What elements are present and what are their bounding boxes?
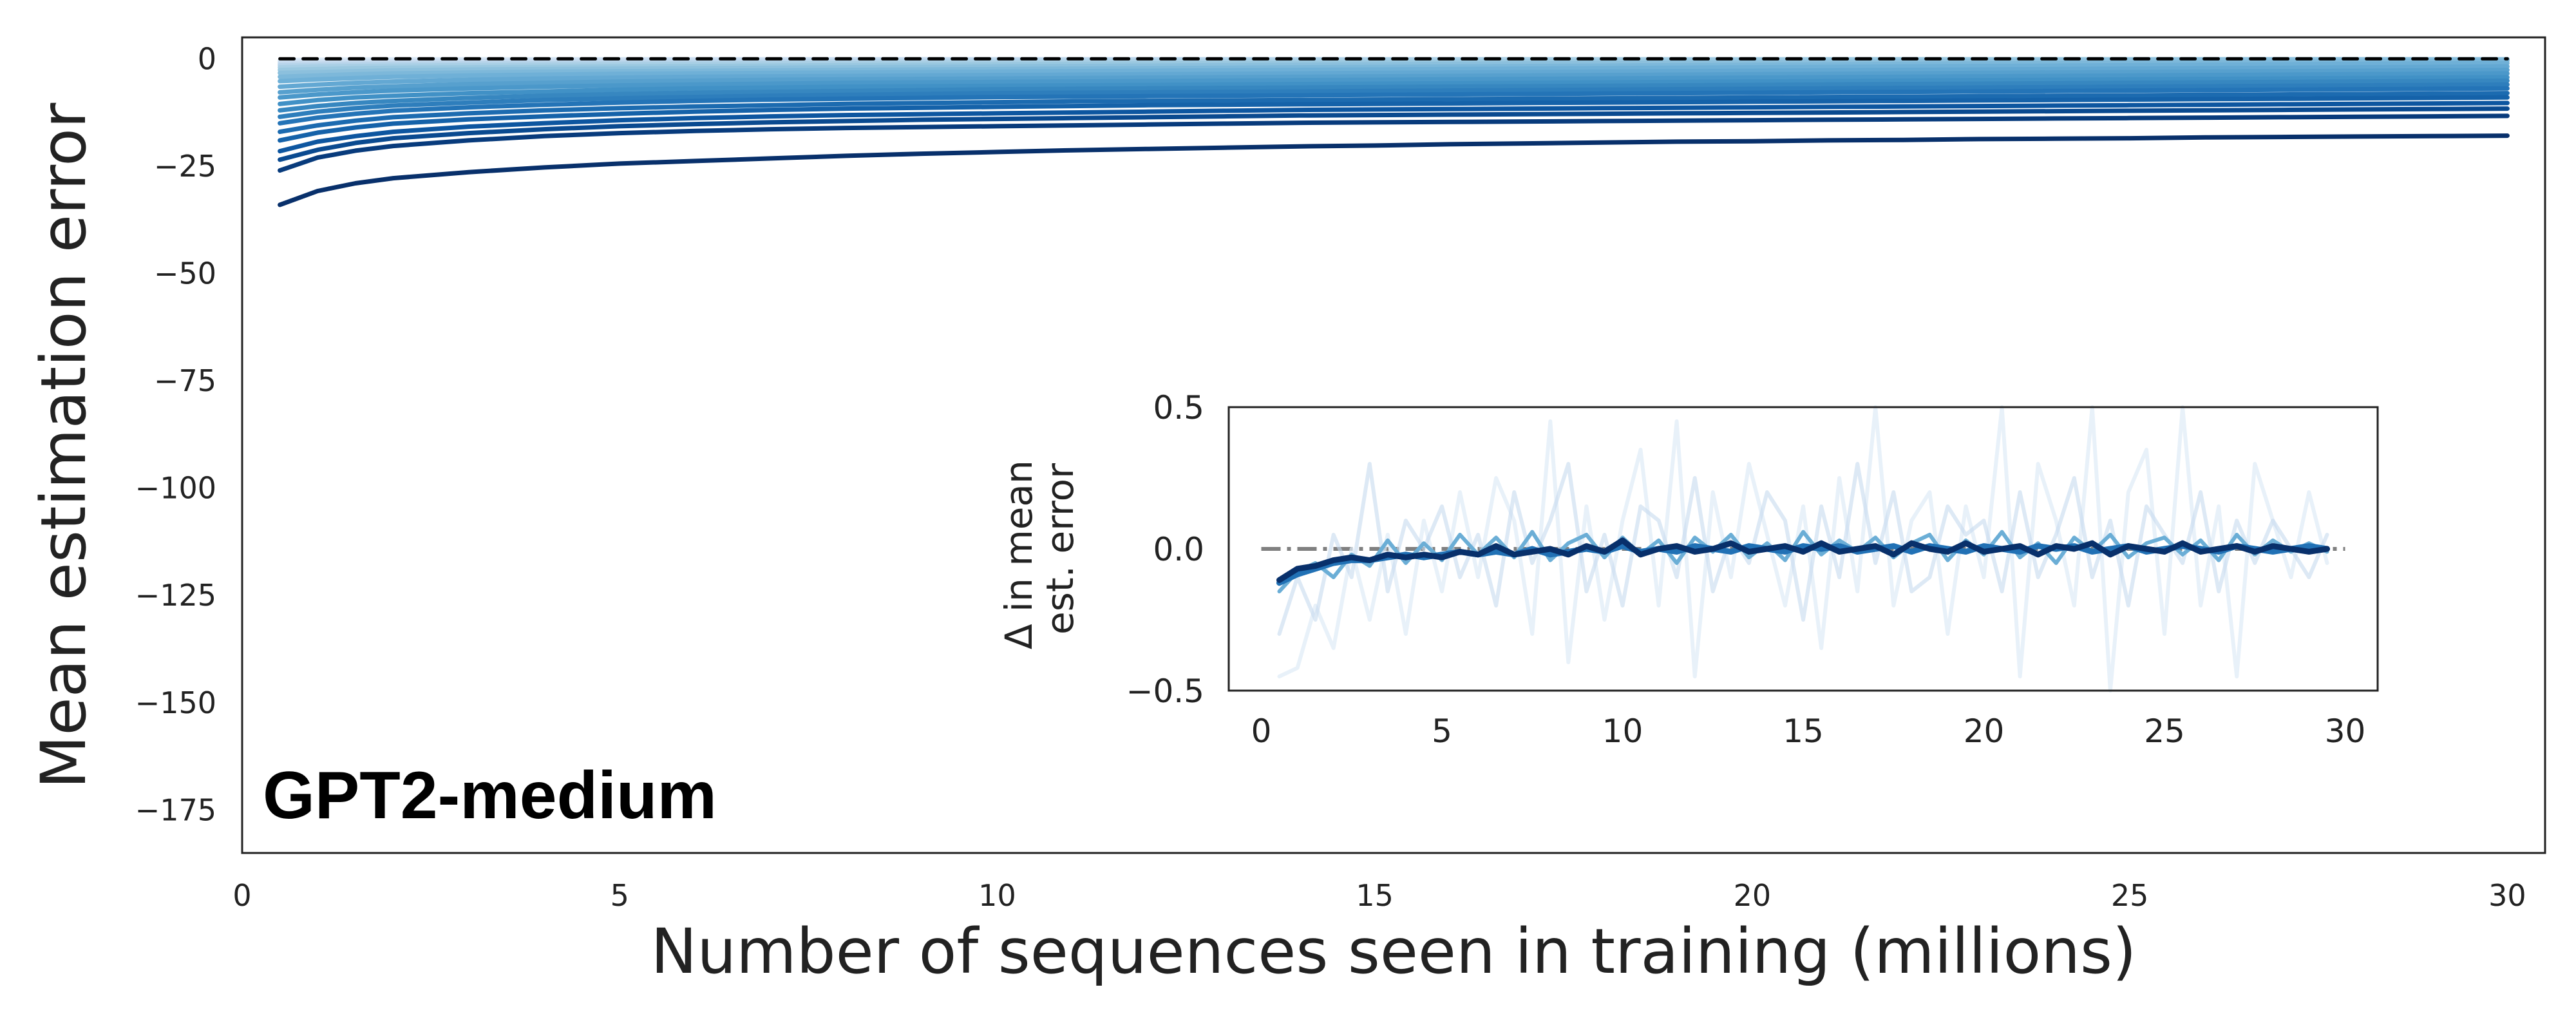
main-y-tick-label: −150	[135, 685, 216, 720]
inset-x-tick-label: 30	[2325, 713, 2366, 750]
main-series-line-8	[278, 82, 2510, 119]
main-y-axis-title: Mean estimation error	[28, 102, 100, 789]
inset-series-line-2	[1277, 530, 2329, 593]
main-series-line-3	[278, 106, 2510, 162]
main-x-tick-label: 30	[2488, 878, 2526, 913]
main-series-line-4	[278, 101, 2510, 154]
main-x-tick-label: 20	[1734, 878, 1772, 913]
main-y-tick-label: −25	[154, 149, 216, 184]
main-series-line-6	[278, 91, 2510, 135]
main-y-tick-label: 0	[198, 41, 216, 76]
main-y-tick-label: −125	[135, 578, 216, 613]
main-y-tick-labels: 0 −25 −50 −75 −100 −125 −150 −175	[135, 41, 216, 827]
inset-y-tick-labels: 0.5 0.0 −0.5	[1126, 389, 1204, 710]
main-series-line-10	[278, 75, 2510, 106]
inset-x-tick-label: 0	[1251, 713, 1272, 750]
main-series-line-15	[278, 58, 2510, 79]
main-y-tick-label: −50	[154, 256, 216, 291]
main-x-tick-label: 10	[978, 878, 1016, 913]
main-series-line-11	[278, 71, 2510, 100]
main-series-line-2	[278, 113, 2510, 173]
main-series-line-13	[278, 64, 2510, 90]
inset-series-line-4	[1276, 537, 2330, 583]
inset-x-tick-label: 25	[2144, 713, 2185, 750]
inset-y-tick-label: 0.0	[1153, 531, 1204, 568]
inset-y-tick-label: −0.5	[1126, 673, 1204, 710]
main-x-tick-labels: 0 5 10 15 20 25 30	[232, 878, 2526, 913]
inset-series-group	[1261, 405, 2345, 693]
inset-plot: 0 5 10 15 20 25 30 0.5 0.0 −0.5 Δ in mean est. e…	[997, 389, 2379, 750]
main-x-axis-title: Number of sequences seen in training (mi…	[651, 915, 2137, 988]
main-series-line-1	[278, 133, 2510, 207]
main-y-tick-label: −75	[154, 363, 216, 398]
panel-label: GPT2-medium	[263, 758, 717, 833]
main-series-line-12	[278, 68, 2510, 95]
main-x-tick-label: 0	[232, 878, 251, 913]
main-x-tick-label: 25	[2111, 878, 2149, 913]
inset-x-tick-label: 20	[1964, 713, 2005, 750]
main-y-tick-label: −175	[135, 792, 216, 827]
main-x-tick-label: 5	[611, 878, 629, 913]
main-x-tick-label: 15	[1356, 878, 1394, 913]
main-series-line-5	[278, 95, 2510, 143]
inset-y-axis-title-line-1: Δ in mean	[997, 460, 1041, 649]
main-series-group	[278, 57, 2510, 207]
inset-x-tick-labels: 0 5 10 15 20 25 30	[1251, 713, 2366, 750]
inset-series-line-0	[1277, 405, 2329, 693]
inset-y-tick-label: 0.5	[1153, 389, 1204, 426]
inset-y-axis-title-line-2: est. error	[1038, 463, 1082, 635]
main-series-line-7	[278, 86, 2510, 126]
main-y-tick-label: −100	[135, 471, 216, 506]
main-series-line-14	[278, 61, 2510, 84]
inset-x-tick-label: 5	[1432, 713, 1452, 750]
inset-x-tick-label: 10	[1602, 713, 1643, 750]
inset-x-tick-label: 15	[1783, 713, 1824, 750]
inset-plot-frame	[1227, 406, 2379, 692]
inset-y-axis-title: Δ in mean est. error	[997, 448, 1082, 649]
main-series-line-9	[278, 78, 2510, 113]
main-plot-frame	[241, 36, 2546, 854]
